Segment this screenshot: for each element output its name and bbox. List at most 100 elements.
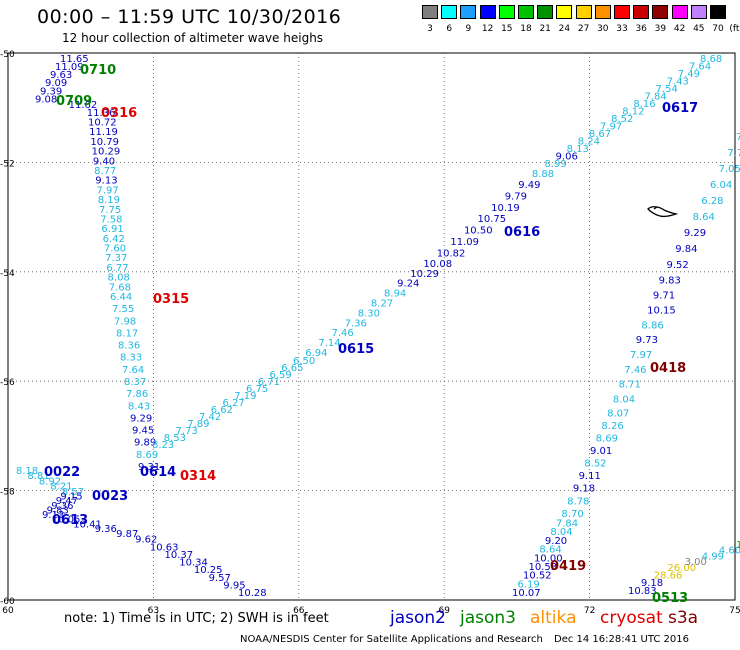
reading-left_dense: 11.09 — [55, 62, 84, 73]
reading-left_dense: 9.08 — [35, 94, 57, 105]
reading-right_up: 9.84 — [675, 244, 697, 255]
reading-diagonal: 10.50 — [464, 226, 493, 237]
reading-left_dense: 7.98 — [114, 316, 136, 327]
reading-bottom_left: 8.92 — [39, 476, 61, 487]
reading-bottom_right: 26.00 — [667, 563, 696, 574]
scale-label-3: 3 — [427, 24, 433, 34]
reading-right_up: 8.71 — [619, 380, 641, 391]
reading-left_dense: 9.13 — [95, 176, 117, 187]
scale-label-30: 30 — [597, 24, 609, 34]
reading-left_dense: 7.97 — [97, 185, 119, 196]
scale-swatch-27 — [575, 5, 592, 19]
reading-diagonal: 8.94 — [384, 289, 406, 300]
pass-label-0022: 0022 — [44, 465, 80, 480]
reading-bottom_left: 9.36 — [51, 501, 73, 512]
pass-label-0617: 0617 — [662, 101, 698, 116]
pass-label-0316: 0316 — [101, 106, 137, 121]
reading-left_dense: 8.43 — [128, 401, 150, 412]
scale-swatch-3 — [422, 5, 438, 19]
reading-diagonal: 7.84 — [644, 92, 666, 103]
reading-diagonal: 7.49 — [678, 69, 700, 80]
lon-label-69: 69 — [438, 606, 450, 616]
reading-diagonal: 10.82 — [437, 248, 466, 259]
reading-left_dense: 10.72 — [88, 118, 117, 129]
reading-diagonal: 9.06 — [556, 152, 578, 163]
scale-label-18: 18 — [520, 24, 532, 34]
reading-right_up: 8.64 — [539, 545, 561, 556]
pass-label-0418: 0418 — [650, 361, 686, 376]
reading-left_dense: 11.62 — [69, 100, 98, 111]
pass-label-0710: 0710 — [80, 63, 116, 78]
scale-swatch-45 — [690, 5, 707, 19]
pass-label-0513: 0513 — [652, 591, 688, 606]
reading-diagonal: 7.14 — [318, 338, 340, 349]
scale-swatch-36 — [633, 5, 650, 19]
reading-right_up: 10.52 — [523, 571, 552, 582]
reading-diagonal: 6.50 — [293, 356, 315, 367]
reading-left_dense: 11.19 — [89, 127, 118, 138]
pass-label-0616: 0616 — [504, 225, 540, 240]
reading-bottom_right: 15.0 — [736, 540, 740, 551]
generated-timestamp: Dec 14 16:28:41 UTC 2016 — [554, 634, 689, 645]
satellite-jason2: jason2 — [390, 608, 446, 628]
reading-left_dense: 9.39 — [40, 86, 62, 97]
reading-right_up: 9.11 — [579, 471, 601, 482]
reading-bottom_left: 9.95 — [223, 580, 245, 591]
reading-left_dense: 6.77 — [106, 263, 128, 274]
reading-diagonal: 7.36 — [345, 318, 367, 329]
reading-right_up: 7.67 — [736, 132, 740, 143]
lat-label--54: -54 — [0, 269, 15, 279]
pass-labels: 0710 0709 0316 0315 0314 0617 0616 0615 0614 0022… — [44, 63, 698, 606]
reading-diagonal: 7.73 — [175, 426, 197, 437]
scale-swatch-24 — [556, 5, 573, 19]
reading-left_dense: 10.29 — [92, 147, 121, 158]
reading-left_dense: 8.69 — [136, 450, 158, 461]
reading-bottom_left: 10.05 — [52, 515, 81, 526]
reading-right_up: 7.97 — [630, 350, 652, 361]
reading-bottom_left: 10.25 — [194, 565, 223, 576]
scale-swatch-30 — [594, 5, 611, 19]
reading-right_up: 10.00 — [534, 553, 563, 564]
reading-right_up: 8.86 — [641, 320, 663, 331]
pass-label-0614: 0614 — [140, 465, 176, 480]
reading-right_up: 9.52 — [667, 260, 689, 271]
reading-diagonal: 9.24 — [397, 279, 419, 290]
scale-label-45: 45 — [693, 24, 705, 34]
reading-diagonal: 8.52 — [611, 114, 633, 125]
reading-diagonal: 7.43 — [667, 77, 689, 88]
reading-diagonal: 10.75 — [478, 214, 507, 225]
reading-left_dense: 9.29 — [130, 413, 152, 424]
reading-diagonal: 6.75 — [246, 384, 268, 395]
lon-label-75: 75 — [729, 606, 740, 616]
lon-label-60: 60 — [2, 606, 14, 616]
reading-right_up: 8.78 — [567, 496, 589, 507]
reading-bottom_left: 9.47 — [56, 496, 78, 507]
reading-left_dense: 7.86 — [126, 389, 148, 400]
scale-label-36: 36 — [635, 24, 647, 34]
footnote: note: 1) Time is in UTC; 2) SWH is in fe… — [64, 611, 329, 626]
reading-diagonal: 7.46 — [332, 328, 354, 339]
reading-diagonal: 7.97 — [600, 122, 622, 133]
lon-label-66: 66 — [293, 606, 305, 616]
reading-right_up: 9.71 — [653, 291, 675, 302]
reading-left_dense: 7.64 — [122, 365, 144, 376]
pass-label-0419: 0419 — [550, 559, 586, 574]
scale-unit: (ft) — [729, 24, 740, 34]
reading-left_dense: 9.09 — [45, 78, 67, 89]
scale-label-15: 15 — [501, 24, 513, 34]
scale-swatch-33 — [614, 5, 630, 19]
reading-right_up: 9.18 — [573, 484, 595, 495]
reading-diagonal: 11.09 — [450, 237, 479, 248]
wave-height-readings: 11.6511.099.639.099.399.0811.6211.3610.7… — [16, 54, 740, 599]
reading-diagonal: 8.13 — [567, 144, 589, 155]
reading-diagonal: 6.27 — [222, 398, 244, 409]
reading-right_up: 7.78 — [727, 148, 740, 159]
reading-diagonal: 7.89 — [187, 419, 209, 430]
lat-label--60: -60 — [0, 597, 15, 607]
reading-bottom_left: 10.41 — [73, 519, 102, 530]
pass-label-0023: 0023 — [92, 489, 128, 504]
reading-left_dense: 9.45 — [132, 426, 154, 437]
reading-bottom_right: 28.66 — [654, 570, 683, 581]
map-frame — [7, 52, 736, 601]
